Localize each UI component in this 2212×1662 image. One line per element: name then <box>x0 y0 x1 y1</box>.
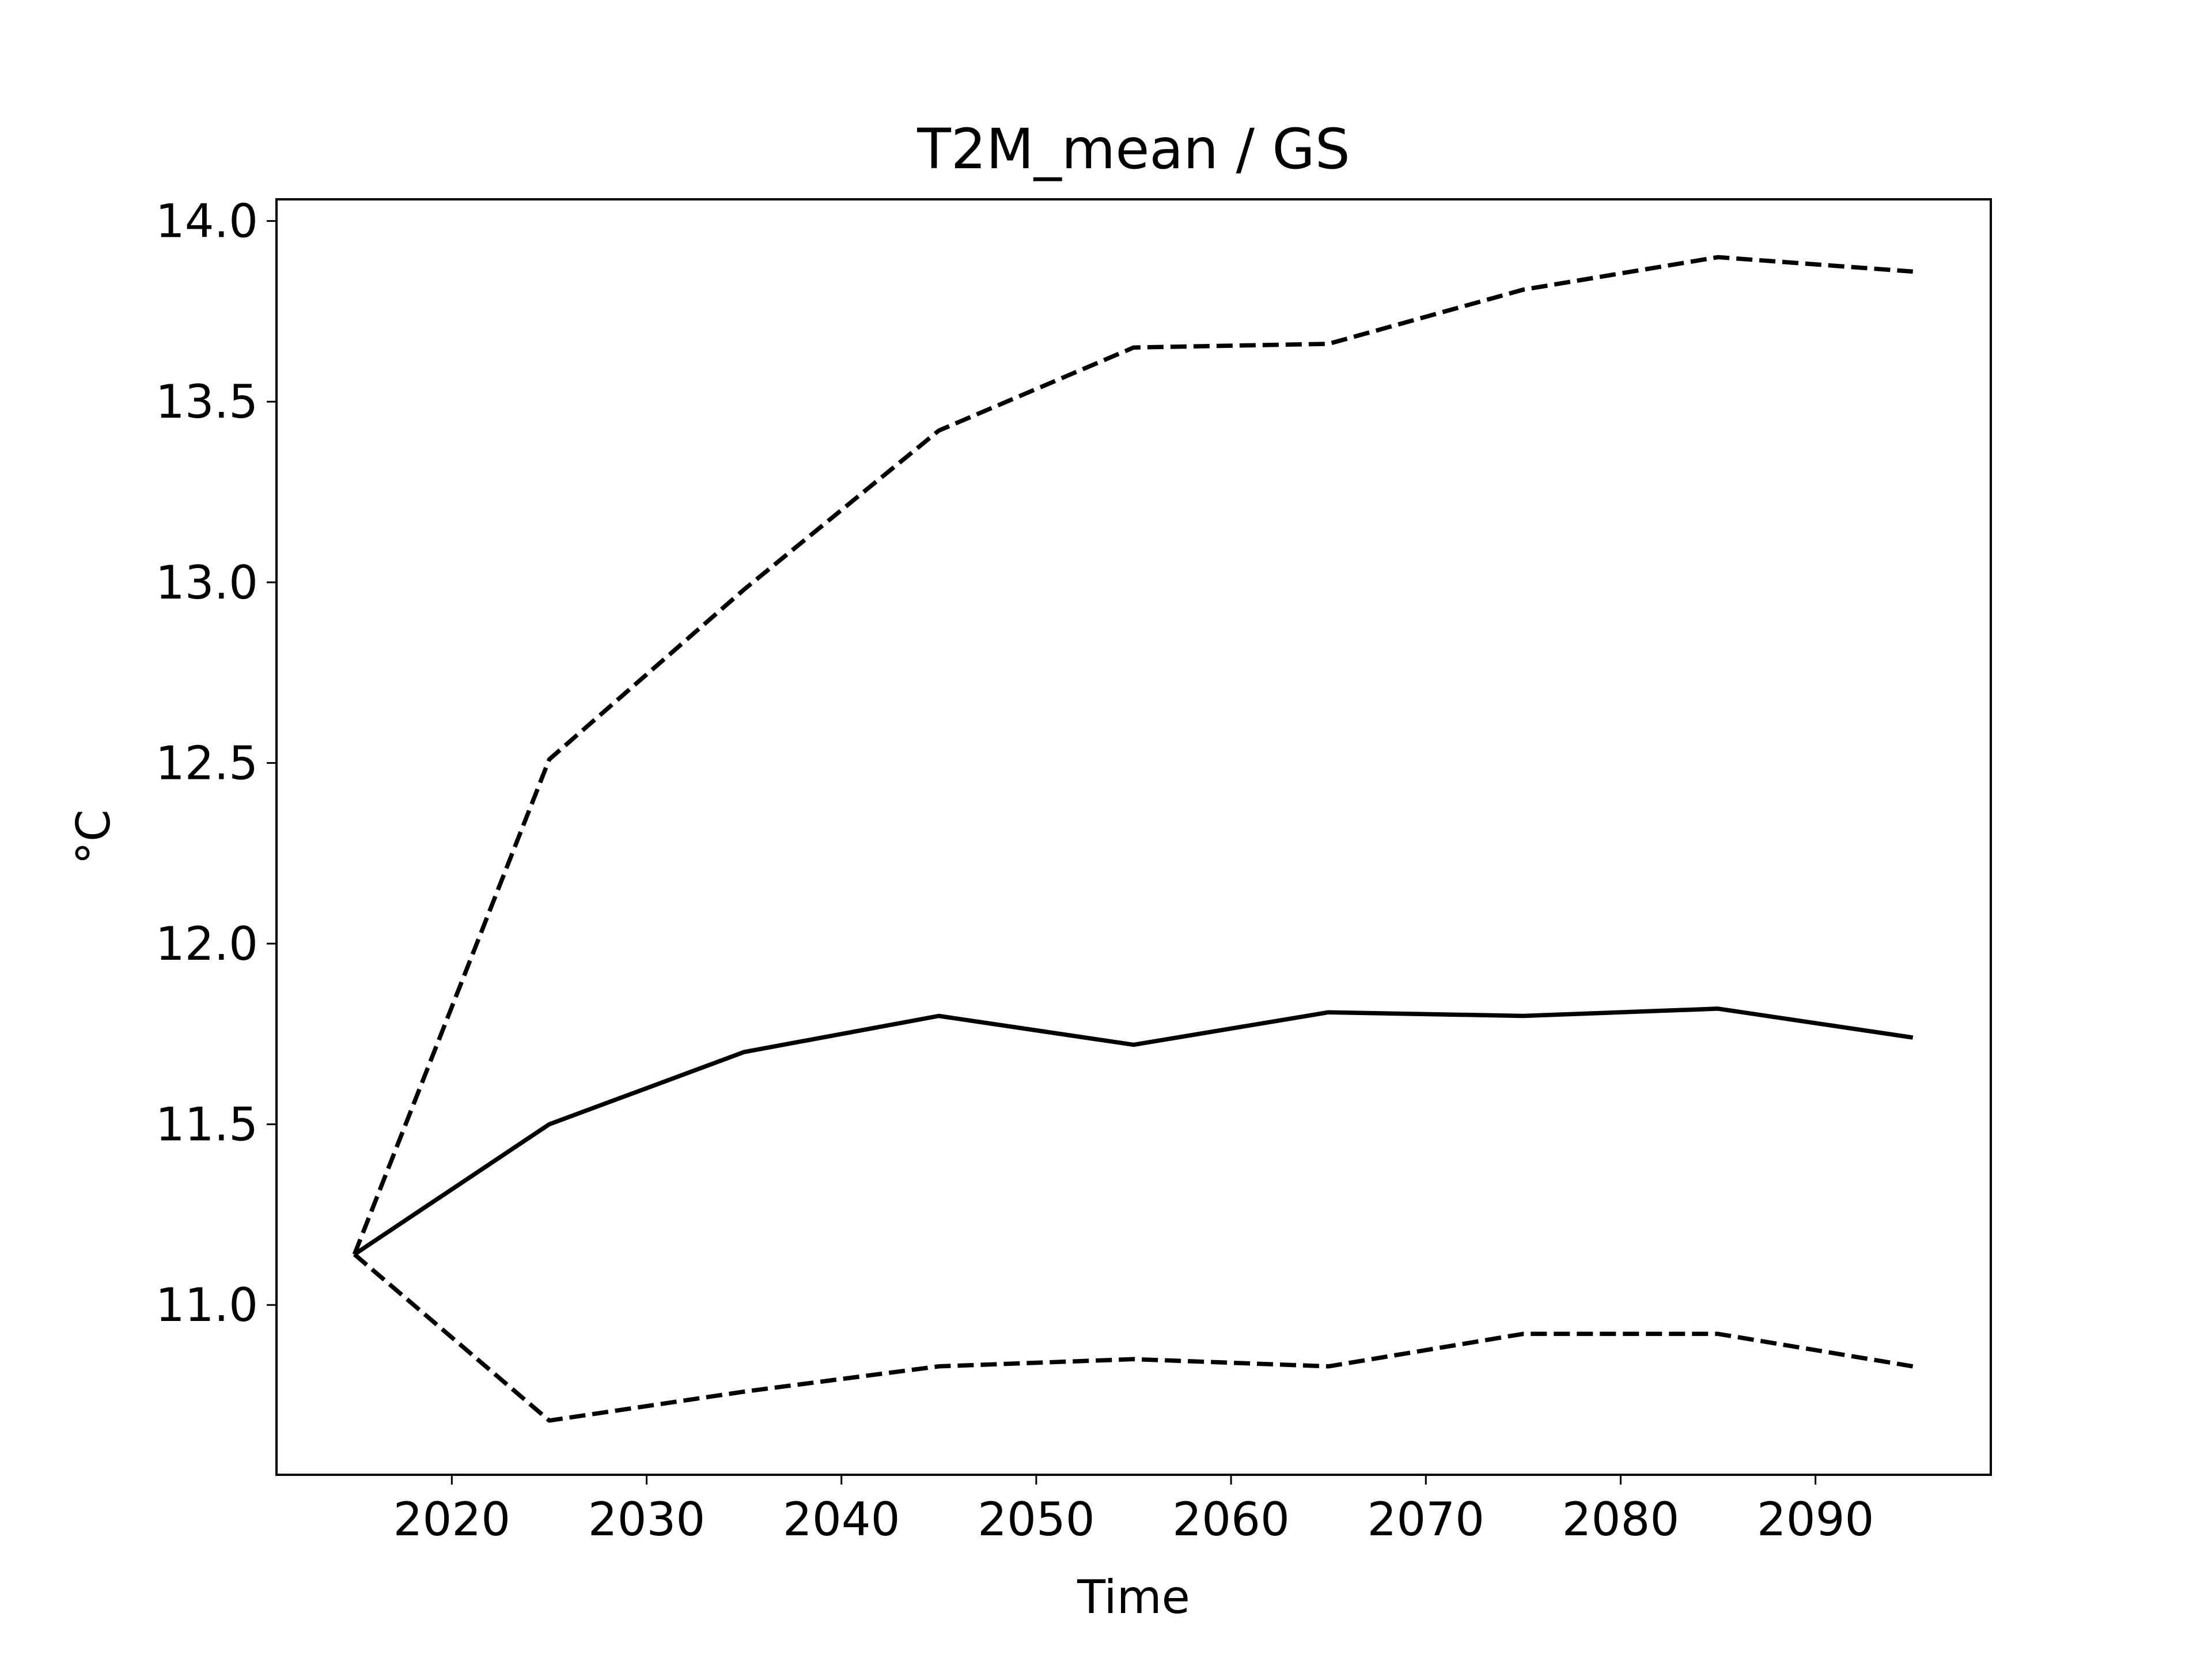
x-tick-label: 2040 <box>783 1493 900 1546</box>
x-axis-ticks: 2020 2030 2040 2050 2060 2070 2080 2090 <box>393 1475 1874 1546</box>
chart-title: T2M_mean / GS <box>916 117 1350 181</box>
x-tick-label: 2020 <box>393 1493 511 1546</box>
y-tick-label: 11.5 <box>156 1098 258 1152</box>
series-line-3 <box>353 1252 1914 1423</box>
y-tick-label: 12.0 <box>156 917 258 971</box>
y-axis-label: °C <box>67 809 120 865</box>
x-tick-label: 2070 <box>1367 1493 1484 1546</box>
x-tick-label: 2090 <box>1757 1493 1874 1546</box>
series-line-2 <box>352 255 1913 1255</box>
y-tick-label: 13.0 <box>156 556 258 609</box>
x-tick-label: 2050 <box>978 1493 1095 1546</box>
y-tick-label: 11.0 <box>156 1278 258 1332</box>
y-tick-label: 12.5 <box>156 736 258 790</box>
y-tick-label: 14.0 <box>156 195 258 248</box>
y-axis-ticks: 11.0 11.5 12.0 12.5 13.0 13.5 14.0 <box>156 195 276 1332</box>
x-tick-label: 2060 <box>1172 1493 1290 1546</box>
x-tick-label: 2080 <box>1562 1493 1680 1546</box>
plot-frame <box>275 198 1992 1476</box>
x-tick-label: 2030 <box>588 1493 706 1546</box>
x-axis-label: Time <box>1077 1570 1190 1624</box>
series-line-1 <box>353 1006 1914 1256</box>
series-layer <box>352 255 1914 1423</box>
y-tick-label: 13.5 <box>156 375 258 429</box>
